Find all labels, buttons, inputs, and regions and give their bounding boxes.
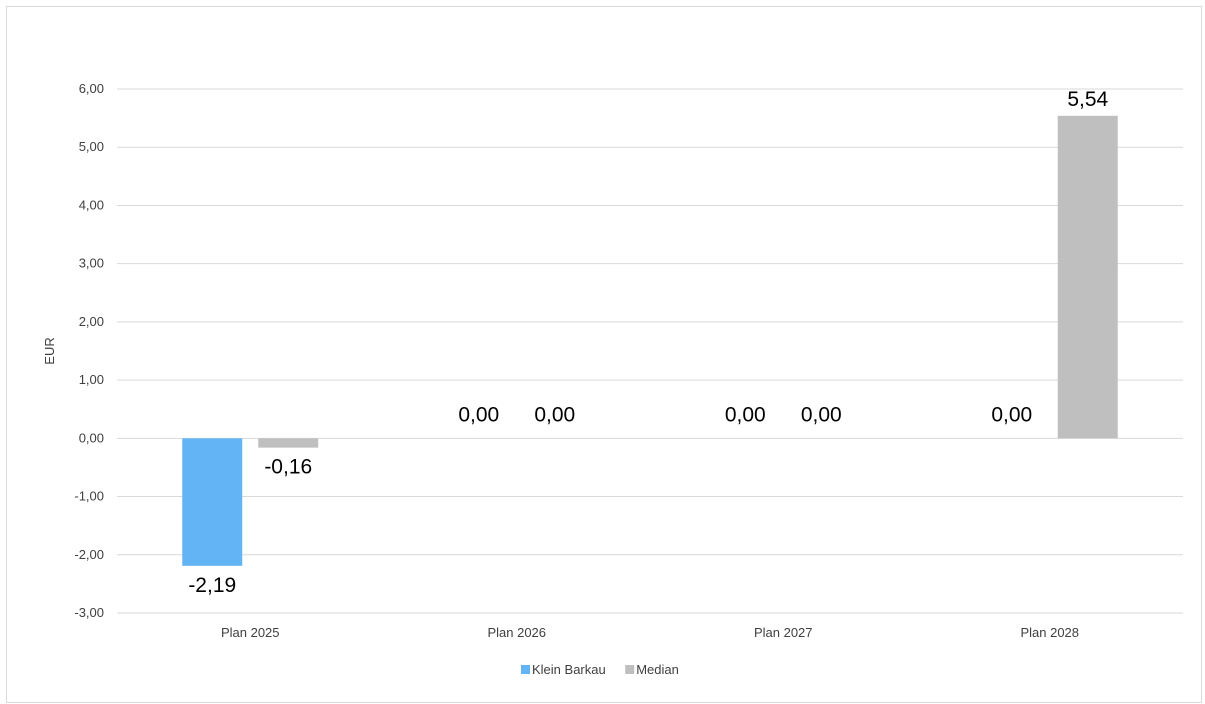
data-label: 0,00 bbox=[801, 403, 842, 426]
bars bbox=[182, 115, 1118, 566]
data-label: 0,00 bbox=[534, 403, 575, 426]
x-tick-label: Plan 2026 bbox=[487, 625, 546, 640]
legend-swatch bbox=[625, 665, 635, 674]
y-tick-label: -1,00 bbox=[74, 489, 104, 504]
x-tick-label: Plan 2028 bbox=[1020, 625, 1079, 640]
data-label: -0,16 bbox=[264, 456, 312, 479]
bar bbox=[182, 438, 243, 566]
chart-frame bbox=[6, 6, 1202, 703]
legend-label: Klein Barkau bbox=[532, 662, 606, 677]
data-label: 0,00 bbox=[725, 403, 766, 426]
y-tick-label: 1,00 bbox=[79, 372, 104, 387]
legend-swatch bbox=[521, 665, 530, 674]
gridlines bbox=[117, 88, 1183, 614]
data-label: -2,19 bbox=[188, 574, 236, 597]
bar bbox=[1057, 115, 1118, 439]
x-tick-label: Plan 2025 bbox=[221, 625, 280, 640]
y-tick-label: 4,00 bbox=[79, 197, 104, 212]
y-tick-label: 5,00 bbox=[79, 139, 104, 154]
data-labels: -2,19 0,00 0,00 0,00 -0,16 0,00 0,00 5,54 bbox=[188, 88, 1108, 597]
data-label: 0,00 bbox=[991, 403, 1032, 426]
y-axis-title: EUR bbox=[42, 337, 57, 364]
y-tick-label: 0,00 bbox=[79, 430, 104, 445]
x-axis-ticks: Plan 2025 Plan 2026 Plan 2027 Plan 2028 bbox=[221, 625, 1079, 640]
y-tick-label: -3,00 bbox=[74, 605, 104, 620]
data-label: 0,00 bbox=[458, 403, 499, 426]
y-tick-label: 2,00 bbox=[79, 314, 104, 329]
legend-label: Median bbox=[636, 662, 679, 677]
bar bbox=[258, 438, 319, 448]
data-label: 5,54 bbox=[1067, 88, 1108, 111]
y-tick-label: 3,00 bbox=[79, 256, 104, 271]
legend: Klein Barkau Median bbox=[521, 662, 679, 677]
y-tick-label: 6,00 bbox=[79, 81, 104, 96]
y-axis-ticks: 6,00 5,00 4,00 3,00 2,00 1,00 0,00 -1,00 -2,00 -3… bbox=[74, 81, 104, 620]
y-tick-label: -2,00 bbox=[74, 547, 104, 562]
x-tick-label: Plan 2027 bbox=[754, 625, 813, 640]
